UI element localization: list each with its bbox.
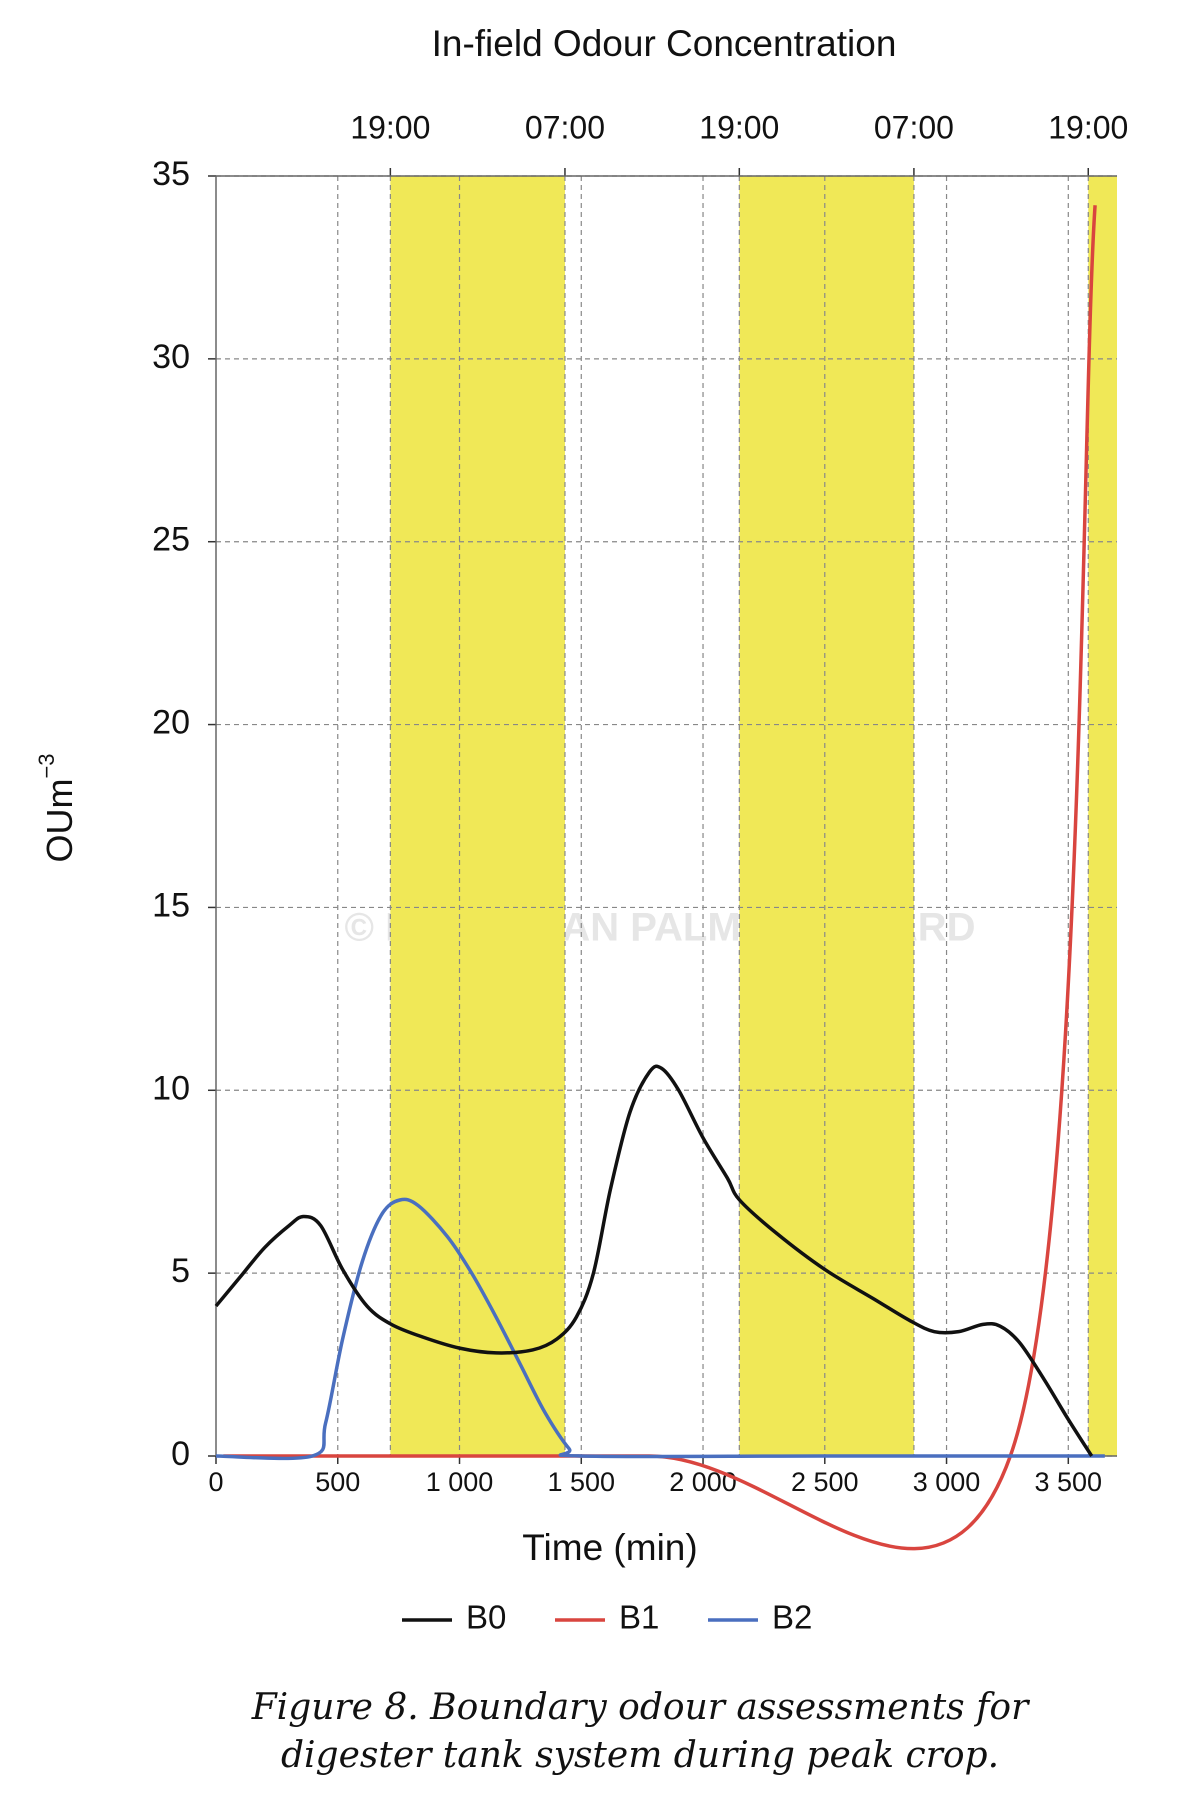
x-tick-label: 0 [208,1467,223,1497]
legend-label: B2 [772,1599,812,1636]
x2-tick-label: 19:00 [350,109,430,145]
legend-label: B1 [619,1599,659,1636]
x-tick-label: 3 000 [913,1467,981,1497]
y-tick-label: 25 [152,521,190,559]
y-tick-label: 30 [152,338,190,376]
y-tick-label: 5 [171,1252,190,1290]
x2-tick-label: 07:00 [525,109,605,145]
x2-tick-label: 19:00 [699,109,779,145]
caption-line: digester tank system during peak crop. [281,1735,999,1776]
x-tick-label: 2 500 [791,1467,859,1497]
chart-title: In-field Odour Concentration [432,23,897,64]
night-band [390,176,565,1456]
y-tick-label: 20 [152,704,190,742]
x-tick-label: 1 500 [547,1467,615,1497]
x-tick-label: 500 [315,1467,360,1497]
x2-tick-label: 07:00 [874,109,954,145]
caption-line: Figure 8. Boundary odour assessments for [251,1687,1030,1728]
y-tick-label: 15 [152,886,190,924]
x2-tick-label: 19:00 [1048,109,1128,145]
night-band [739,176,914,1456]
x-tick-label: 3 500 [1035,1467,1103,1497]
y-axis-label-base: OUm [39,779,80,863]
y-axis-label-sup: −3 [34,753,59,778]
legend-label: B0 [466,1599,506,1636]
series-line [223,205,1097,1551]
night-band [1088,176,1117,1456]
x-axis-label: Time (min) [522,1527,697,1568]
x-tick-label: 2 000 [669,1467,737,1497]
series-line [215,1197,1105,1461]
series-line [214,1064,1094,1457]
y-axis-label: OUm−3 [34,753,80,862]
y-tick-label: 35 [152,155,190,193]
x-tick-label: 1 000 [426,1467,494,1497]
y-tick-label: 10 [152,1069,190,1107]
y-tick-label: 0 [171,1435,190,1473]
